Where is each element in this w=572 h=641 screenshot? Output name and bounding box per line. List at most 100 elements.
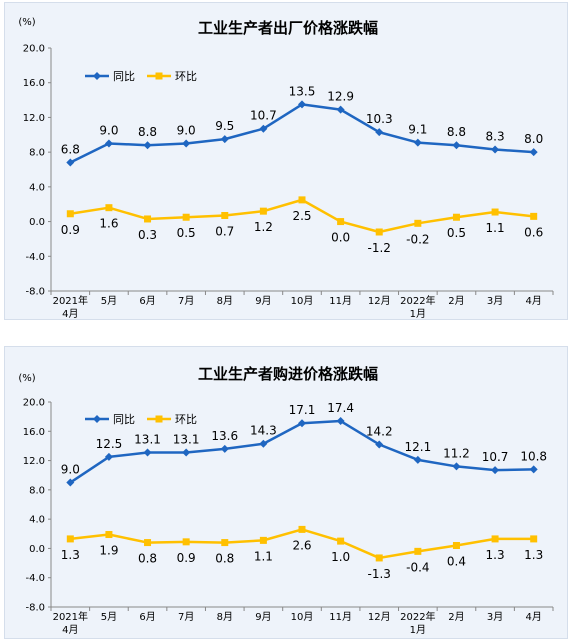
data-point — [144, 539, 152, 547]
x-tick-label-line: 12月 — [368, 611, 391, 623]
data-point — [452, 213, 460, 221]
data-point — [375, 228, 383, 236]
x-tick-label: 5月 — [101, 295, 117, 307]
x-tick-label: 7月 — [178, 295, 194, 307]
data-label: 9.0 — [177, 123, 196, 137]
x-tick-label: 12月 — [368, 295, 391, 307]
series-同比: 9.0 12.5 13.1 13.1 13.6 14.3 17.1 17.4 14.2 12.1 1… — [61, 401, 547, 487]
data-label: 12.5 — [96, 437, 123, 451]
data-label: 13.1 — [173, 433, 200, 447]
data-point — [336, 417, 345, 426]
x-tick-label: 6月 — [139, 611, 155, 623]
x-tick-label: 4月 — [526, 295, 542, 307]
x-tick-label: 8月 — [217, 611, 233, 623]
data-point — [298, 196, 306, 204]
data-point — [143, 448, 152, 457]
data-point — [182, 213, 190, 221]
x-tick-label-line: 3月 — [487, 295, 503, 307]
x-tick-label: 10月 — [291, 611, 314, 623]
data-point — [336, 105, 345, 114]
x-tick-label-line: 5月 — [101, 611, 117, 623]
data-label: 9.0 — [99, 123, 118, 137]
data-point — [375, 554, 383, 562]
x-tick-label: 2022年 1月 — [400, 294, 435, 319]
x-tick-label-line: 11月 — [329, 295, 352, 307]
data-point — [221, 211, 229, 219]
x-tick-label-line: 2021年 — [53, 294, 88, 307]
data-point — [259, 439, 268, 448]
x-tick-label-line: 4月 — [62, 624, 78, 636]
data-label: 8.3 — [486, 130, 505, 144]
data-label: 11.2 — [443, 446, 470, 460]
data-point — [452, 141, 461, 150]
data-point — [375, 128, 384, 137]
series-同比: 6.8 9.0 8.8 9.0 9.5 10.7 13.5 12.9 10.3 9.1 8.8 8.3… — [61, 84, 543, 167]
data-label: 17.4 — [327, 401, 354, 415]
y-tick-label: 12.0 — [23, 456, 45, 467]
data-label: 1.1 — [486, 221, 505, 235]
data-label: 17.1 — [289, 403, 316, 417]
legend: 同比 环比 — [85, 70, 197, 83]
y-tick-label: -8.0 — [25, 603, 45, 614]
legend-swatch-marker — [155, 415, 163, 423]
data-label: 0.9 — [177, 551, 196, 565]
data-point — [220, 444, 229, 453]
x-tick-label-line: 4月 — [526, 295, 542, 307]
y-tick-label: 12.0 — [23, 113, 45, 124]
data-label: 1.9 — [99, 544, 118, 558]
legend: 同比 环比 — [85, 413, 197, 426]
data-point — [491, 208, 499, 216]
y-axis: 20.0 16.0 12.0 8.0 4.0 0.0 -4.0 -8.0 — [23, 44, 51, 298]
data-label: 0.9 — [61, 223, 80, 237]
y-tick-label: 20.0 — [23, 398, 45, 409]
x-tick-label-line: 6月 — [139, 611, 155, 623]
data-point — [414, 219, 422, 227]
data-label: 14.2 — [366, 424, 393, 438]
x-tick-label-line: 2022年 — [400, 294, 435, 307]
y-tick-label: 16.0 — [23, 427, 45, 438]
chart-title: 工业生产者购进价格涨跌幅 — [198, 365, 378, 383]
data-label: 9.0 — [61, 463, 80, 477]
data-label: 0.3 — [138, 228, 157, 242]
data-label: 12.1 — [404, 440, 431, 454]
x-tick-label: 2021年 4月 — [53, 294, 88, 319]
x-tick-label-line: 2月 — [448, 611, 464, 623]
chart-title: 工业生产者出厂价格涨跌幅 — [198, 19, 378, 37]
data-point — [259, 207, 267, 215]
x-tick-label-line: 8月 — [217, 295, 233, 307]
data-label: 9.1 — [408, 123, 427, 137]
data-label: 8.8 — [138, 125, 157, 139]
x-tick-label: 12月 — [368, 611, 391, 623]
y-axis: 20.0 16.0 12.0 8.0 4.0 0.0 -4.0 -8.0 — [23, 398, 51, 614]
data-point — [259, 124, 268, 133]
legend-swatch-marker — [93, 415, 101, 423]
data-label: -0.4 — [406, 560, 429, 574]
data-point — [375, 440, 384, 449]
data-label: 2.6 — [292, 538, 311, 552]
x-tick-label: 11月 — [329, 611, 352, 623]
x-tick-label: 9月 — [255, 611, 271, 623]
data-point — [105, 531, 113, 539]
chart-panel-ppi-output: 工业生产者出厂价格涨跌幅 (%) 20.0 16.0 12.0 8.0 4.0 0.0 -4.0… — [4, 2, 568, 320]
y-tick-label: 4.0 — [29, 515, 45, 526]
data-point — [414, 547, 422, 555]
data-point — [182, 448, 191, 457]
data-point — [413, 455, 422, 464]
x-tick-label-line: 5月 — [101, 295, 117, 307]
y-unit-label: (%) — [18, 17, 35, 28]
data-label: 0.7 — [215, 224, 234, 238]
legend-swatch-marker — [93, 72, 101, 80]
data-point — [66, 158, 75, 167]
x-tick-label: 2月 — [448, 295, 464, 307]
data-label: 0.6 — [524, 225, 543, 239]
x-tick-label-line: 9月 — [255, 295, 271, 307]
data-point — [143, 141, 152, 150]
y-tick-label: -4.0 — [25, 252, 45, 263]
y-tick-label: 16.0 — [23, 78, 45, 89]
data-point — [144, 215, 152, 223]
data-point — [221, 539, 229, 547]
data-point — [337, 537, 345, 545]
data-label: 1.3 — [524, 548, 543, 562]
legend-label: 同比 — [113, 70, 135, 83]
data-point — [259, 536, 267, 544]
